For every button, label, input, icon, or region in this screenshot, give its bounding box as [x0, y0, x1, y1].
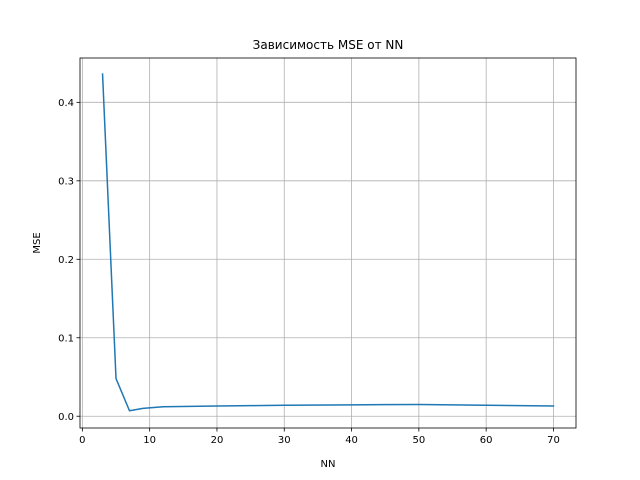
y-tick-label: 0.4 [58, 98, 74, 109]
x-axis-label: NN [321, 459, 336, 470]
y-tick-label: 0.2 [58, 255, 74, 266]
y-tick-label: 0.1 [58, 333, 74, 344]
x-axis: 0 10 20 30 40 50 60 70 [79, 428, 560, 446]
x-tick-label: 0 [79, 435, 85, 446]
y-axis: 0.0 0.1 0.2 0.3 0.4 [58, 98, 80, 423]
x-tick-label: 30 [278, 435, 291, 446]
plot-frame [79, 57, 577, 429]
x-tick-label: 40 [345, 435, 358, 446]
y-tick-label: 0.0 [58, 412, 74, 423]
series-line [101, 73, 555, 412]
y-axis-label: MSE [32, 232, 43, 253]
y-tick-label: 0.3 [58, 176, 74, 187]
x-tick-label: 60 [480, 435, 493, 446]
grid [80, 58, 576, 428]
x-tick-label: 50 [412, 435, 425, 446]
series-layer [101, 73, 555, 412]
x-tick-label: 20 [211, 435, 224, 446]
x-tick-label: 70 [547, 435, 560, 446]
chart-title: Зависимость MSE от NN [253, 38, 404, 52]
x-tick-label: 10 [143, 435, 156, 446]
